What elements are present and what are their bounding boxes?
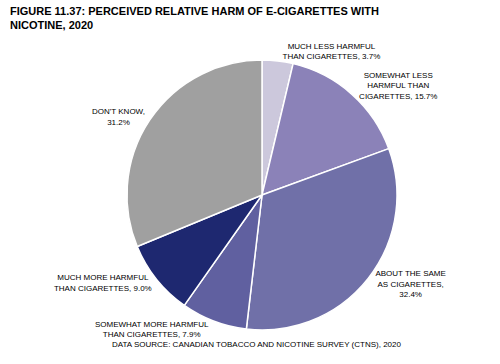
svg-text:DON'T KNOW,31.2%: DON'T KNOW,31.2% xyxy=(92,107,145,126)
svg-text:FIGURE 11.37: PERCEIVED RELATI: FIGURE 11.37: PERCEIVED RELATIVE HARM OF… xyxy=(10,5,379,31)
svg-text:SOMEWHAT MORE HARMFULTHAN CIGA: SOMEWHAT MORE HARMFULTHAN CIGARETTES, 7.… xyxy=(95,320,209,339)
svg-text:MUCH LESS HARMFULTHAN CIGARETT: MUCH LESS HARMFULTHAN CIGARETTES, 3.7% xyxy=(283,42,381,61)
svg-text:DATA SOURCE: CANADIAN TOBACCO: DATA SOURCE: CANADIAN TOBACCO AND NICOTI… xyxy=(112,340,402,349)
svg-text:MUCH MORE HARMFULTHAN CIGARETT: MUCH MORE HARMFULTHAN CIGARETTES, 9.0% xyxy=(54,273,152,292)
svg-text:SOMEWHAT LESSHARMFUL THANCIGAR: SOMEWHAT LESSHARMFUL THANCIGARETTES, 15.… xyxy=(359,71,437,101)
svg-text:ABOUT THE SAMEAS CIGARETTES,32: ABOUT THE SAMEAS CIGARETTES,32.4% xyxy=(375,269,445,299)
